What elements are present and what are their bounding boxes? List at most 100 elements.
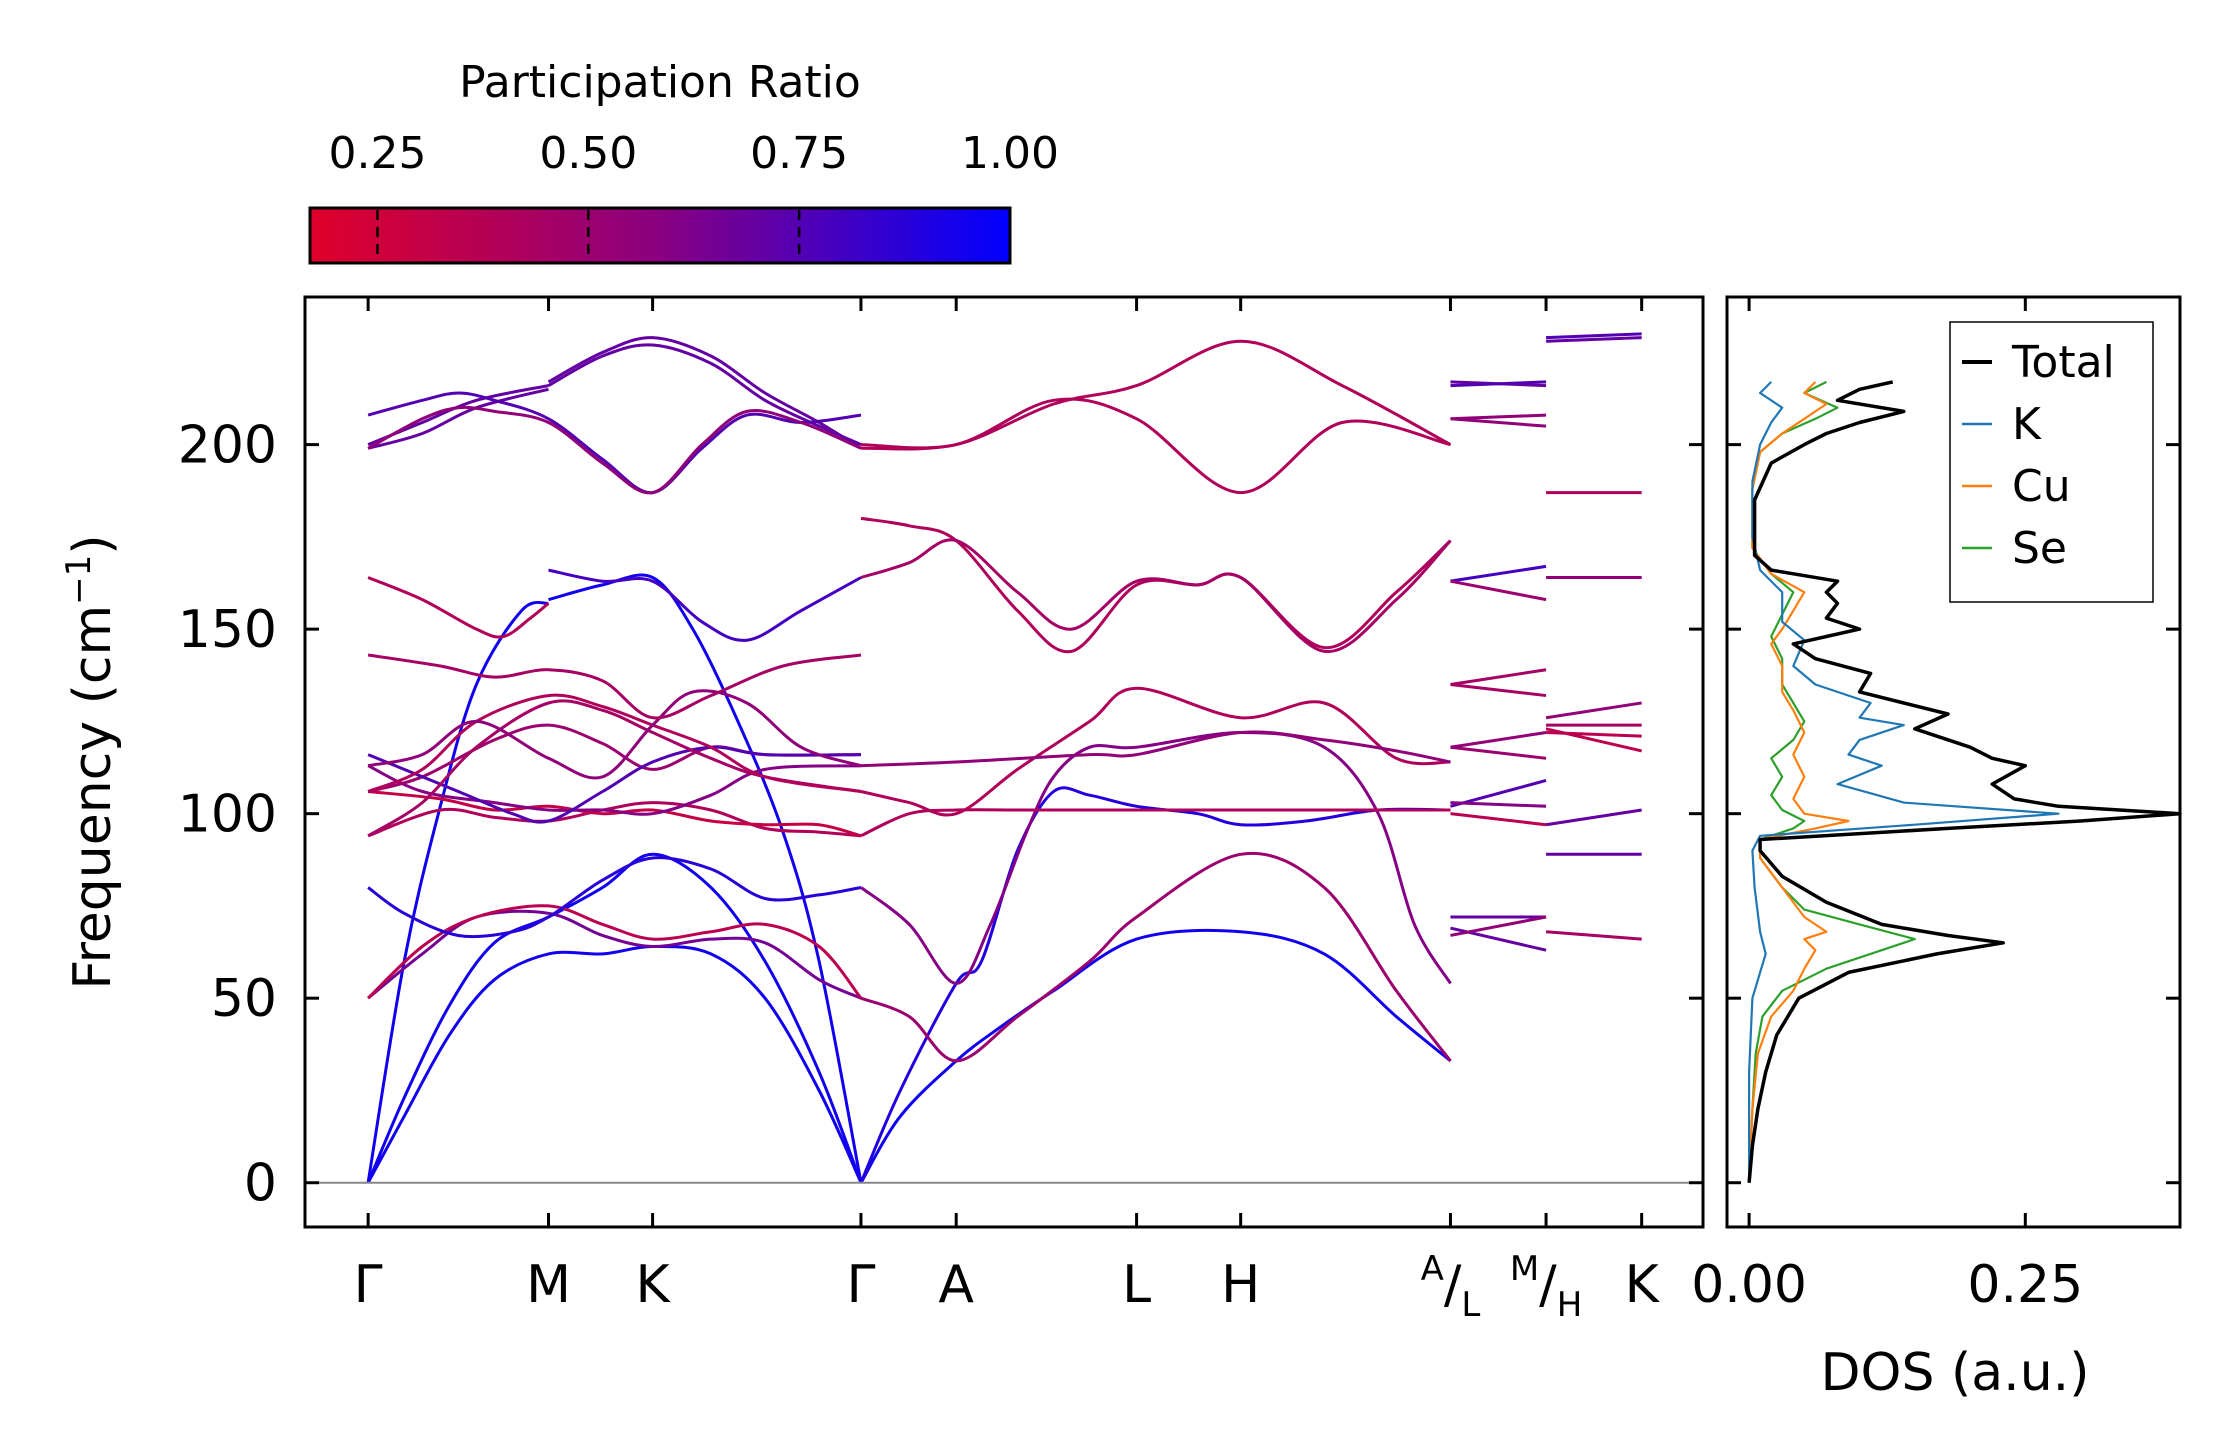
legend-label: K [2012, 399, 2042, 450]
dos-x-tick-label: 0.25 [1967, 1255, 2083, 1315]
band-line [1450, 564, 1547, 583]
colorbar-gradient [308, 206, 1012, 265]
band-line [1450, 801, 1547, 808]
dos-x-tick-label: 0.00 [1691, 1255, 1807, 1315]
band-line [367, 909, 862, 1000]
colorbar: Participation Ratio 0.25 0.50 0.75 1.00 [308, 57, 1059, 265]
band-line [1450, 915, 1547, 937]
band-line [860, 686, 1451, 817]
band-line [367, 576, 550, 639]
y-tick-label: 0 [244, 1154, 277, 1214]
band-line [366, 944, 863, 1184]
band-line [1450, 579, 1547, 602]
y-tick-label: 200 [178, 416, 277, 476]
band-line [860, 538, 1452, 653]
legend-label: Total [2011, 337, 2115, 388]
dos-panel: 0.00 0.25 DOS (a.u.) Total K Cu Se [1691, 295, 2182, 1403]
band-line [1450, 745, 1547, 760]
k-point-label: M/H [1510, 1249, 1582, 1325]
k-point-label-slash: / [1444, 1255, 1462, 1315]
band-line [859, 928, 1452, 1184]
band-line [367, 387, 549, 450]
y-tick-label: 100 [178, 785, 277, 845]
band-line [1450, 812, 1547, 827]
dos-line-se [1748, 380, 1916, 1183]
band-line [547, 336, 862, 450]
y-tick-label: 150 [178, 600, 277, 660]
colorbar-title: Participation Ratio [459, 57, 861, 108]
k-point-label: K [1625, 1255, 1661, 1315]
y-axis-label: Frequency (cm−1) [59, 534, 123, 989]
y-axis-label-exponent: −1 [59, 555, 99, 605]
band-line [367, 764, 862, 816]
legend-label: Cu [2012, 461, 2071, 512]
dos-frame [1725, 295, 2182, 1229]
band-line [1450, 730, 1547, 749]
k-point-label: M [526, 1255, 571, 1315]
colorbar-tick-label: 0.25 [328, 128, 426, 179]
k-point-label: Γ [354, 1255, 383, 1315]
band-line [548, 573, 863, 1183]
band-line [860, 397, 1451, 495]
y-tick-label: 50 [211, 969, 277, 1029]
band-line [367, 689, 862, 780]
y-axis-label-main: Frequency (cm [63, 605, 123, 990]
band-line [1545, 808, 1642, 827]
k-point-label-upper: M [1510, 1249, 1539, 1289]
band-line [1546, 336, 1642, 343]
legend: Total K Cu Se [1949, 321, 2154, 603]
band-line [1545, 727, 1643, 753]
band-line [548, 568, 862, 642]
dos-axes: 0.00 0.25 [1691, 297, 2180, 1315]
band-frame [303, 295, 1705, 1229]
band-line [367, 790, 862, 838]
band-line [367, 405, 862, 495]
legend-box [1949, 321, 2154, 603]
k-point-label: H [1221, 1255, 1260, 1315]
dos-line-total [1747, 380, 2182, 1183]
legend-label: Se [2012, 523, 2067, 574]
y-axis-label-close: ) [63, 534, 123, 554]
k-point-label: Γ [846, 1255, 875, 1315]
band-lines [366, 332, 1643, 1184]
k-point-label-upper: A [1421, 1249, 1444, 1289]
colorbar-ticks: 0.25 0.50 0.75 1.00 [328, 128, 1059, 261]
band-line [860, 730, 1452, 985]
band-line [860, 730, 1451, 768]
band-line [1450, 668, 1547, 686]
band-line [367, 856, 862, 939]
k-point-label: A [938, 1255, 974, 1315]
band-line [367, 391, 862, 495]
colorbar-tick-label: 1.00 [961, 128, 1059, 179]
band-line [1545, 701, 1642, 720]
dos-line-cu [1748, 381, 1850, 1183]
k-point-label: L [1122, 1255, 1151, 1315]
band-line [367, 745, 862, 824]
band-line [547, 343, 862, 446]
band-line [366, 852, 863, 1184]
band-line [859, 786, 1451, 1184]
dos-lines [1747, 380, 2182, 1183]
legend-entries: Total K Cu Se [1962, 337, 2115, 574]
band-line [367, 801, 862, 838]
dos-x-axis-label: DOS (a.u.) [1821, 1343, 2090, 1403]
band-line [366, 600, 549, 1183]
band-line [367, 653, 862, 720]
dos-line-k [1748, 381, 2060, 1183]
band-line [367, 693, 862, 793]
k-point-label-lower: H [1557, 1285, 1583, 1325]
colorbar-tick-label: 0.50 [539, 128, 637, 179]
band-line [1450, 683, 1547, 698]
band-line [1545, 930, 1642, 941]
band-line [1450, 380, 1547, 388]
band-line [1546, 332, 1642, 340]
band-line [1450, 413, 1547, 421]
band-line [1450, 417, 1547, 428]
colorbar-tick-label: 0.75 [750, 128, 848, 179]
band-line [860, 851, 1452, 1063]
k-point-label-slash: / [1539, 1255, 1557, 1315]
k-point-label: K [636, 1255, 672, 1315]
